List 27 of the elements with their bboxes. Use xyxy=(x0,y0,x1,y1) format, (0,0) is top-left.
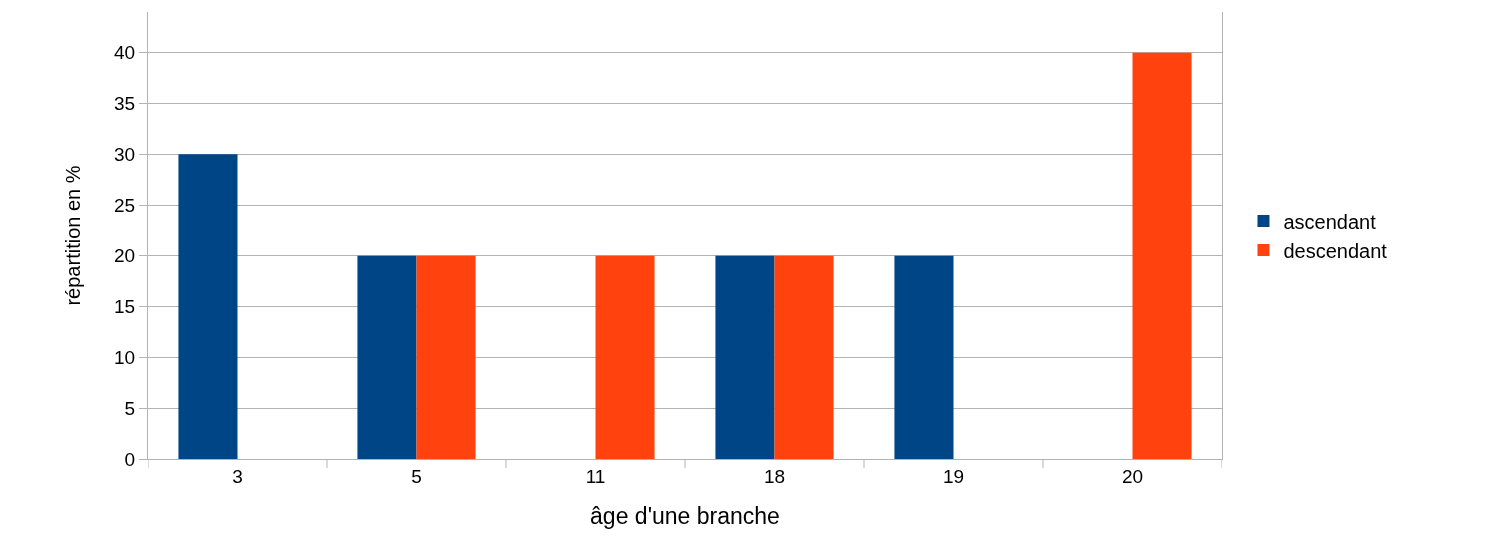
x-axis-title: âge d'une branche xyxy=(590,503,780,530)
bar xyxy=(595,255,655,459)
x-tick-label: 20 xyxy=(1121,465,1144,487)
y-tick-label: 0 xyxy=(124,448,136,470)
x-tick-label: 11 xyxy=(585,465,606,487)
bar xyxy=(715,255,775,459)
x-tick-label: 18 xyxy=(763,465,786,487)
bar xyxy=(1132,52,1192,459)
bar xyxy=(894,255,954,459)
x-tick-label: 3 xyxy=(232,465,243,487)
y-tick-label: 5 xyxy=(124,397,136,419)
y-tick-label: 20 xyxy=(114,245,136,267)
bar xyxy=(774,255,834,459)
bar xyxy=(416,255,476,459)
y-tick-label: 15 xyxy=(114,296,136,318)
y-tick-label: 10 xyxy=(114,347,136,369)
legend-label: ascendant xyxy=(1283,210,1377,233)
legend-label: descendant xyxy=(1283,239,1388,262)
y-tick-label: 30 xyxy=(114,143,136,165)
x-tick-label: 19 xyxy=(942,465,965,487)
bar xyxy=(357,255,417,459)
bar xyxy=(178,154,238,459)
y-axis-title: répartition en % xyxy=(61,165,84,306)
y-tick-label: 25 xyxy=(114,194,136,216)
y-tick-label: 40 xyxy=(114,42,136,64)
x-tick-label: 5 xyxy=(411,465,422,487)
y-tick-label: 35 xyxy=(114,93,136,115)
